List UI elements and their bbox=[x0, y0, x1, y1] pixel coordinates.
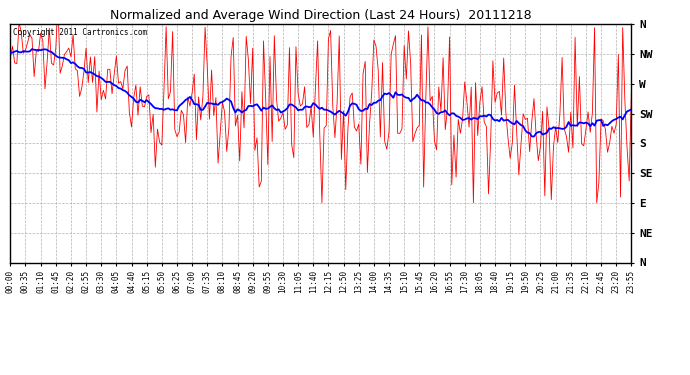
Text: Copyright 2011 Cartronics.com: Copyright 2011 Cartronics.com bbox=[14, 28, 148, 37]
Title: Normalized and Average Wind Direction (Last 24 Hours)  20111218: Normalized and Average Wind Direction (L… bbox=[110, 9, 532, 22]
